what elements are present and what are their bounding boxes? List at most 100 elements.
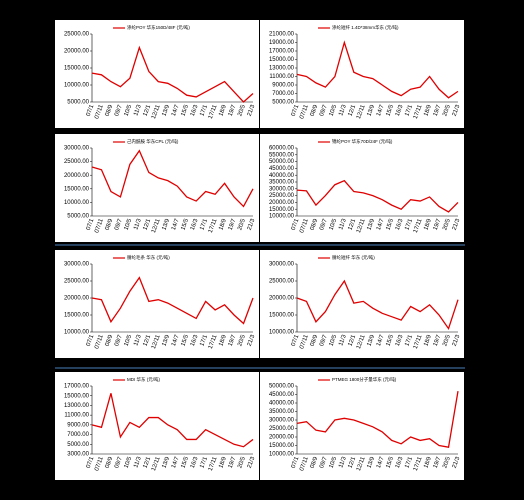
- x-tick-label: 11/3: [133, 456, 143, 469]
- x-tick-label: 13/9: [366, 104, 376, 118]
- x-tick-label: 09/7: [319, 456, 329, 470]
- y-tick-label: 5000.00: [272, 100, 294, 106]
- x-tick-label: 14/7: [376, 456, 386, 470]
- x-tick-label: 16/3: [395, 104, 405, 118]
- x-tick-label: 07/11: [94, 456, 105, 472]
- x-tick-label: 11/3: [338, 334, 348, 347]
- y-tick-label: 15000.00: [64, 313, 90, 319]
- x-tick-label: 19/7: [433, 456, 443, 470]
- data-line: [91, 45, 254, 103]
- x-tick-label: 20/5: [237, 104, 247, 118]
- x-tick-label: 10/5: [329, 334, 339, 348]
- x-tick-label: 14/7: [171, 218, 181, 232]
- y-tick-label: 15000.00: [64, 393, 90, 399]
- x-tick-label: 16/3: [190, 334, 200, 348]
- y-tick-label: 10000.00: [269, 452, 295, 458]
- y-tick-label: 25000.00: [269, 426, 295, 432]
- data-line: [296, 279, 459, 331]
- x-tick-label: 11/3: [338, 456, 348, 469]
- y-tick-label: 20000.00: [269, 200, 295, 206]
- y-tick-label: 15000.00: [269, 207, 295, 213]
- x-tick-label: 17/11: [208, 218, 219, 234]
- y-tick-label: 7000.00: [272, 91, 294, 97]
- data-line: [91, 393, 254, 448]
- x-tick-label: 18/9: [218, 334, 228, 348]
- x-tick-label: 16/3: [395, 218, 405, 232]
- x-tick-label: 15/5: [180, 334, 190, 348]
- y-tick-label: 30000.00: [269, 186, 295, 192]
- x-tick-label: 11/3: [338, 104, 348, 117]
- x-tick-label: 10/5: [329, 456, 339, 470]
- x-tick-label: 10/5: [329, 218, 339, 232]
- x-tick-label: 15/5: [385, 218, 395, 232]
- x-tick-label: 08/9: [105, 218, 115, 232]
- x-tick-label: 17/11: [208, 456, 219, 472]
- x-tick-label: 07/1: [86, 218, 96, 232]
- x-tick-label: 15/5: [180, 218, 190, 232]
- x-tick-label: 08/9: [310, 218, 320, 232]
- x-tick-label: 15/5: [385, 456, 395, 470]
- y-tick-label: 15000.00: [64, 66, 90, 72]
- legend-label: 锦纶POY 华东70D/24F (元/吨): [332, 138, 393, 145]
- y-tick-label: 25000.00: [64, 279, 90, 285]
- panel-background: [55, 250, 259, 358]
- x-tick-label: 21/3: [452, 456, 462, 470]
- y-tick-label: 5000.00: [67, 442, 89, 448]
- y-tick-label: 21000.00: [269, 32, 295, 38]
- x-tick-label: 12/1: [143, 334, 153, 348]
- x-tick-label: 12/11: [356, 456, 367, 472]
- data-line: [296, 390, 459, 448]
- x-tick-label: 07/1: [86, 334, 96, 348]
- x-tick-label: 09/7: [114, 104, 124, 118]
- x-tick-label: 13/9: [366, 218, 376, 232]
- x-tick-label: 07/11: [94, 218, 105, 234]
- legend-label: MDI 华东 (元/吨): [127, 376, 160, 383]
- x-tick-label: 17/1: [404, 456, 414, 470]
- x-tick-label: 09/7: [319, 334, 329, 348]
- x-tick-label: 11/3: [133, 334, 143, 347]
- x-tick-label: 07/1: [86, 456, 96, 470]
- y-tick-label: 40000.00: [269, 401, 295, 407]
- x-tick-label: 17/1: [199, 104, 209, 118]
- y-tick-label: 20000.00: [269, 296, 295, 302]
- y-tick-label: 20000.00: [64, 49, 90, 55]
- x-tick-label: 11/3: [133, 104, 143, 117]
- x-tick-label: 09/7: [319, 104, 329, 118]
- x-tick-label: 20/5: [442, 334, 452, 348]
- y-tick-label: 35000.00: [269, 409, 295, 415]
- y-tick-label: 30000.00: [64, 262, 90, 268]
- legend-label: 腈纶短纤 华东 (元/吨): [332, 254, 375, 261]
- x-tick-label: 19/7: [228, 218, 238, 232]
- y-tick-label: 30000.00: [269, 418, 295, 424]
- x-tick-label: 16/3: [190, 218, 200, 232]
- x-tick-label: 07/1: [291, 334, 301, 348]
- legend-label: 涤纶短纤 1.4D*38mm华东 (元/吨): [332, 24, 399, 31]
- x-tick-label: 07/1: [291, 456, 301, 470]
- y-tick-label: 5000.00: [67, 214, 89, 220]
- legend-label: 己内酰胺 华东CPL (元/吨): [127, 138, 179, 145]
- x-tick-label: 12/1: [348, 104, 358, 118]
- chart-panel: 5000.00 10000.00 15000.00 20000.00 25000.00 0…: [55, 20, 259, 128]
- y-tick-label: 40000.00: [269, 173, 295, 179]
- x-tick-label: 13/9: [366, 334, 376, 348]
- legend-label: 涤纶POY 华东150D/48F (元/吨): [127, 24, 190, 31]
- x-tick-label: 20/5: [442, 104, 452, 118]
- x-tick-label: 17/11: [208, 334, 219, 350]
- x-tick-label: 20/5: [237, 334, 247, 348]
- x-tick-label: 07/11: [299, 456, 310, 472]
- y-tick-label: 25000.00: [64, 159, 90, 165]
- x-tick-label: 20/5: [442, 218, 452, 232]
- y-tick-label: 17000.00: [64, 384, 90, 390]
- y-tick-label: 19000.00: [269, 40, 295, 46]
- x-tick-label: 13/9: [366, 456, 376, 470]
- x-tick-label: 18/9: [218, 104, 228, 118]
- x-tick-label: 14/7: [376, 218, 386, 232]
- x-tick-label: 10/5: [124, 334, 134, 348]
- x-tick-label: 07/1: [86, 104, 96, 118]
- x-tick-label: 15/5: [180, 456, 190, 470]
- x-tick-label: 12/1: [348, 218, 358, 232]
- y-tick-label: 35000.00: [269, 180, 295, 186]
- x-tick-label: 18/9: [423, 218, 433, 232]
- x-tick-label: 21/3: [247, 456, 257, 470]
- y-tick-label: 7000.00: [67, 432, 89, 438]
